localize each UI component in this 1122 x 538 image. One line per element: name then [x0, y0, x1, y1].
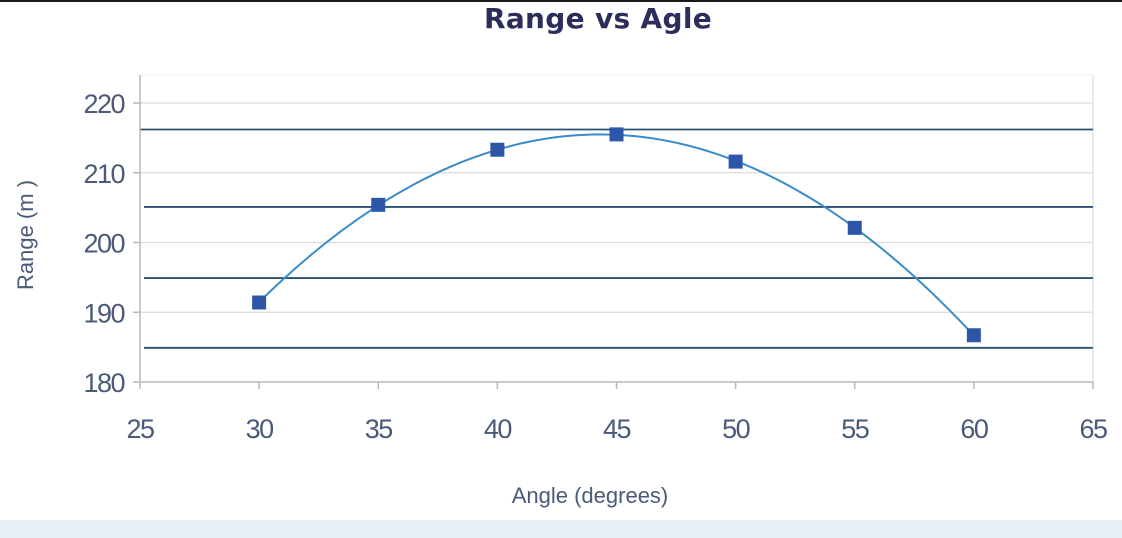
x-axis-label: Angle (degrees) — [512, 483, 669, 508]
x-tick-label-40: 40 — [484, 414, 512, 444]
x-tick-label-50: 50 — [722, 414, 750, 444]
x-tick-label-65: 65 — [1079, 414, 1107, 444]
x-tick-label-55: 55 — [841, 414, 869, 444]
x-tick-label-45: 45 — [603, 414, 631, 444]
grid — [140, 74, 1094, 382]
data-point-45 — [609, 127, 624, 142]
x-tick-label-25: 25 — [126, 414, 154, 444]
trendline — [258, 133, 975, 337]
data-points — [252, 127, 981, 343]
data-point-40 — [490, 142, 505, 157]
y-tick-label-180: 180 — [83, 368, 124, 398]
y-tick-label-220: 220 — [83, 89, 124, 119]
y-tick-label-200: 200 — [83, 229, 124, 259]
horizontal-lines — [140, 128, 1093, 349]
data-point-30 — [252, 295, 267, 310]
y-tick-label-190: 190 — [83, 298, 124, 328]
bottom-band — [0, 520, 1122, 538]
data-point-35 — [371, 197, 386, 212]
data-point-55 — [847, 220, 862, 235]
y-tick-label-210: 210 — [83, 159, 124, 189]
trendline-path — [258, 133, 975, 337]
top-border — [0, 0, 1122, 2]
x-tick-label-60: 60 — [960, 414, 988, 444]
x-tick-label-30: 30 — [246, 414, 274, 444]
data-point-50 — [728, 154, 743, 169]
x-tick-label-35: 35 — [365, 414, 393, 444]
data-point-60 — [966, 328, 981, 343]
y-axis-label: Range (m ) — [13, 180, 38, 290]
axes: 25 30 35 40 45 50 55 60 65 180 190 200 210 220 — [83, 75, 1108, 444]
chart-title: Range vs Agle — [483, 2, 713, 35]
